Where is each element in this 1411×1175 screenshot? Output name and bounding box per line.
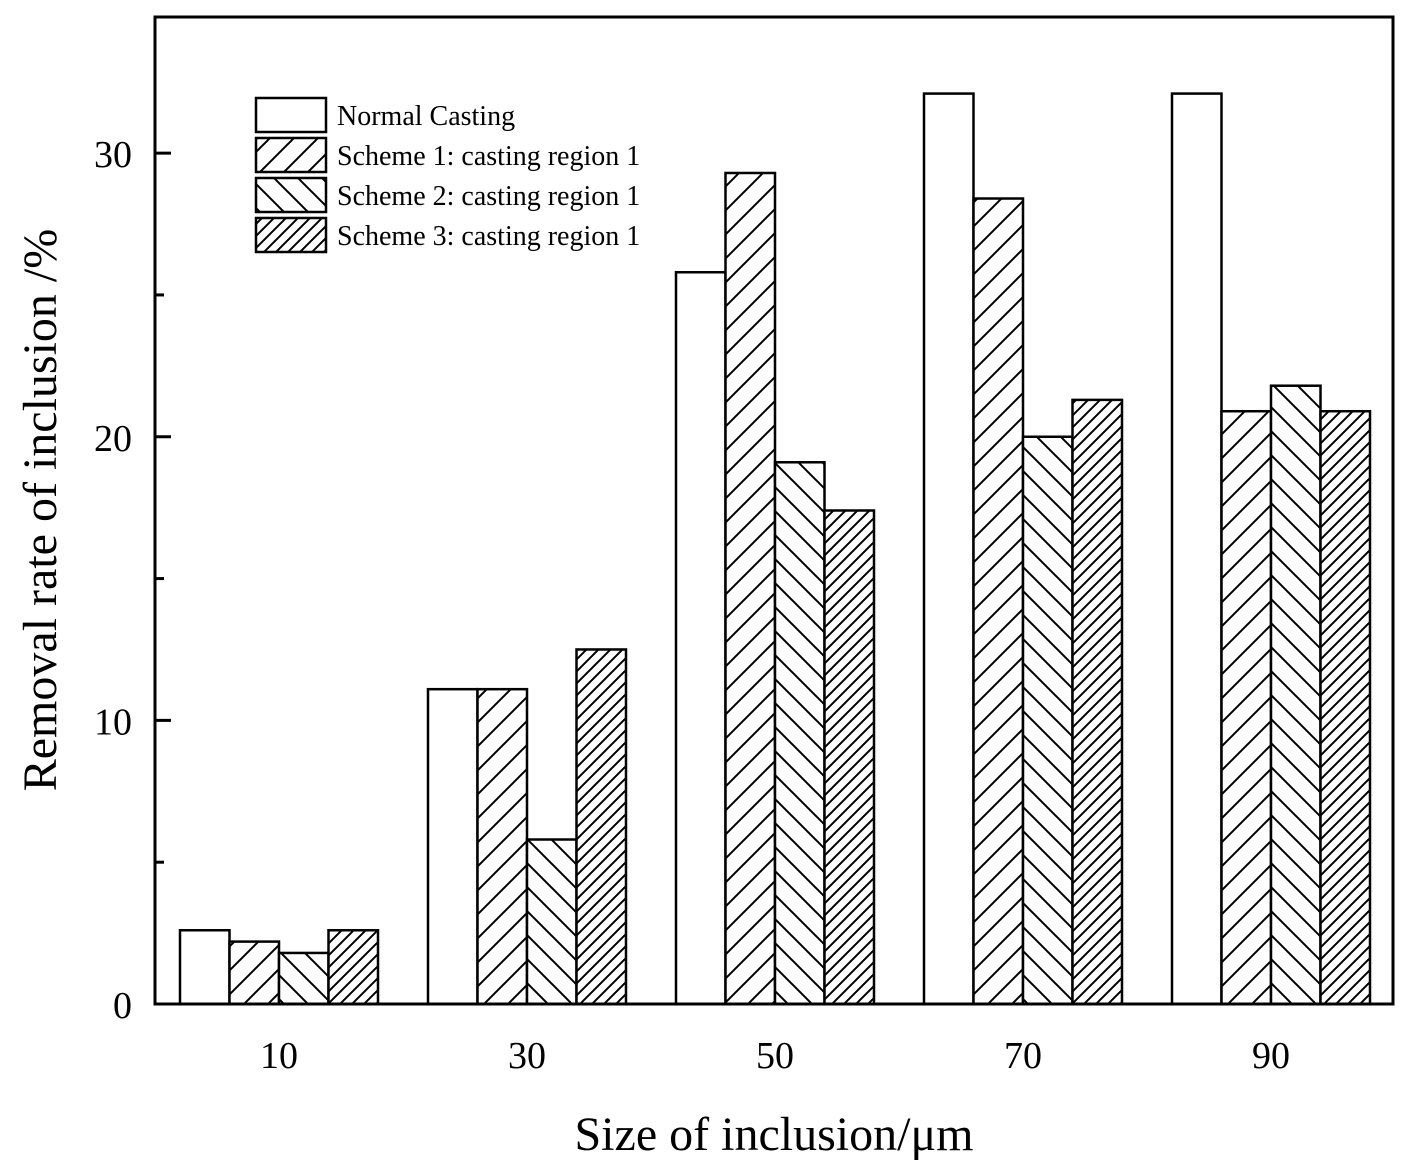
x-tick-label-10: 10 (260, 1035, 298, 1077)
y-tick-label-30: 30 (94, 134, 132, 176)
x-tick-label-50: 50 (756, 1035, 794, 1077)
bar-s4-50 (823, 509, 876, 1006)
legend: Normal Casting Scheme 1: casting region 1… (254, 96, 640, 254)
legend-swatch-2 (254, 136, 328, 174)
x-tick-label-30: 30 (508, 1035, 546, 1077)
legend-label-3: Scheme 2: casting region 1 (337, 181, 640, 212)
y-axis: 0 10 20 30 (94, 134, 171, 1027)
bar-s1-70 (922, 92, 975, 1006)
bar-s2-70 (972, 197, 1025, 1006)
bar-s4-10 (327, 929, 380, 1006)
legend-label-1: Normal Casting (337, 101, 515, 132)
y-tick-label-0: 0 (113, 985, 132, 1027)
bar-s2-10 (228, 940, 281, 1006)
bar-s4-90 (1319, 409, 1372, 1006)
bar-s1-90 (1170, 92, 1223, 1006)
x-tick-label-70: 70 (1004, 1035, 1042, 1077)
bar-s3-10 (277, 951, 330, 1006)
bar-s3-50 (773, 461, 826, 1006)
bar-s2-50 (724, 171, 777, 1006)
bar-s1-30 (426, 687, 479, 1006)
x-axis: 10 30 50 70 90 (260, 1035, 1290, 1077)
legend-swatch-3 (254, 176, 328, 214)
legend-swatch-4 (254, 216, 328, 254)
y-tick-label-20: 20 (94, 418, 132, 460)
bar-s2-90 (1220, 409, 1273, 1006)
y-tick-label-10: 10 (94, 701, 132, 743)
legend-label-2: Scheme 1: casting region 1 (337, 141, 640, 172)
x-axis-title: Size of inclusion/μm (574, 1108, 973, 1161)
bar-s3-30 (525, 838, 578, 1006)
bar-s1-10 (178, 929, 231, 1006)
y-axis-title: Removal rate of inclusion /% (14, 229, 67, 792)
legend-swatch-1 (254, 96, 328, 134)
plot-frame (153, 15, 1395, 1006)
legend-label-4: Scheme 3: casting region 1 (337, 221, 640, 252)
bar-s3-90 (1269, 384, 1322, 1006)
bar-s3-70 (1021, 435, 1074, 1006)
bar-s4-30 (575, 648, 628, 1006)
bar-s2-30 (476, 687, 529, 1006)
bar-s1-50 (674, 271, 727, 1006)
bar-s4-70 (1071, 398, 1124, 1006)
bars-group (178, 92, 1372, 1006)
x-tick-label-90: 90 (1252, 1035, 1290, 1077)
